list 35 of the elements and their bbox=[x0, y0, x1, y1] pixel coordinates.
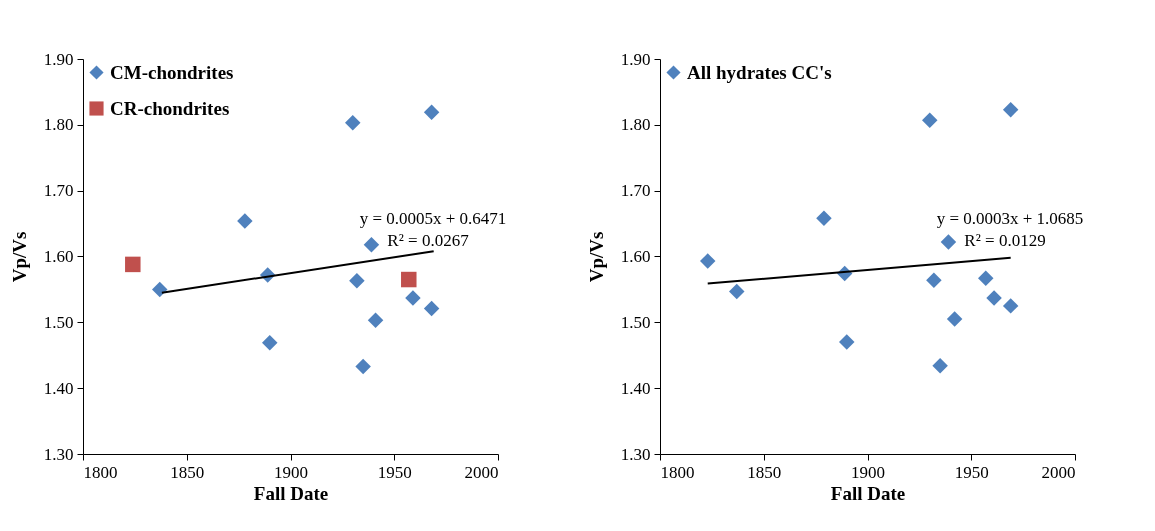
y-tick-label: 1.70 bbox=[620, 181, 651, 201]
x-axis-title: Fall Date bbox=[830, 482, 906, 504]
x-axis-title: Fall Date bbox=[253, 482, 329, 504]
x-tick-label: 1950 bbox=[954, 462, 989, 482]
annotation: R² = 0.0267 bbox=[387, 231, 470, 250]
x-tick-label: 1900 bbox=[274, 462, 308, 482]
y-axis-title: Vp/Vs bbox=[8, 231, 30, 283]
y-tick-label: 1.80 bbox=[620, 115, 651, 135]
y-tick-label: 1.90 bbox=[43, 49, 74, 69]
y-tick-label: 1.30 bbox=[620, 444, 651, 464]
y-tick-label: 1.50 bbox=[620, 312, 651, 332]
x-tick-label: 1800 bbox=[660, 462, 695, 482]
y-tick-label: 1.90 bbox=[620, 49, 651, 69]
x-tick-label: 1850 bbox=[170, 462, 205, 482]
x-tick-label: 1800 bbox=[83, 462, 118, 482]
annotation: y = 0.0005x + 0.6471 bbox=[359, 209, 507, 228]
legend-label: CR-chondrites bbox=[110, 97, 230, 119]
y-tick-label: 1.40 bbox=[43, 378, 74, 398]
annotation: y = 0.0003x + 1.0685 bbox=[936, 209, 1084, 228]
x-tick-label: 2000 bbox=[464, 462, 499, 482]
x-tick-label: 2000 bbox=[1041, 462, 1076, 482]
y-tick-label: 1.60 bbox=[43, 247, 74, 266]
legend-label: All hydrates CC's bbox=[687, 61, 832, 83]
y-tick-label: 1.50 bbox=[43, 312, 74, 332]
x-tick-label: 1850 bbox=[747, 462, 782, 482]
x-tick-label: 1900 bbox=[851, 462, 885, 482]
y-tick-label: 1.30 bbox=[43, 444, 74, 464]
legend-label: CM-chondrites bbox=[110, 61, 234, 83]
y-tick-label: 1.40 bbox=[620, 378, 651, 398]
x-tick-label: 1950 bbox=[377, 462, 412, 482]
annotation: R² = 0.0129 bbox=[964, 231, 1046, 250]
y-tick-label: 1.70 bbox=[43, 181, 74, 201]
y-tick-label: 1.60 bbox=[620, 247, 651, 266]
y-tick-label: 1.80 bbox=[43, 115, 74, 135]
y-axis-title: Vp/Vs bbox=[585, 231, 607, 283]
